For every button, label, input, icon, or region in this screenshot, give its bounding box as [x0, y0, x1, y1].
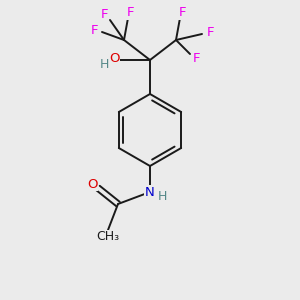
Text: CH₃: CH₃	[96, 230, 120, 244]
Text: F: F	[192, 52, 200, 64]
Text: O: O	[109, 52, 119, 65]
Text: F: F	[206, 26, 214, 40]
Text: F: F	[178, 7, 186, 20]
Text: H: H	[99, 58, 109, 71]
Text: O: O	[87, 178, 97, 190]
Text: H: H	[157, 190, 167, 202]
Text: N: N	[145, 185, 155, 199]
Text: F: F	[126, 7, 134, 20]
Text: F: F	[100, 8, 108, 22]
Text: F: F	[90, 25, 98, 38]
